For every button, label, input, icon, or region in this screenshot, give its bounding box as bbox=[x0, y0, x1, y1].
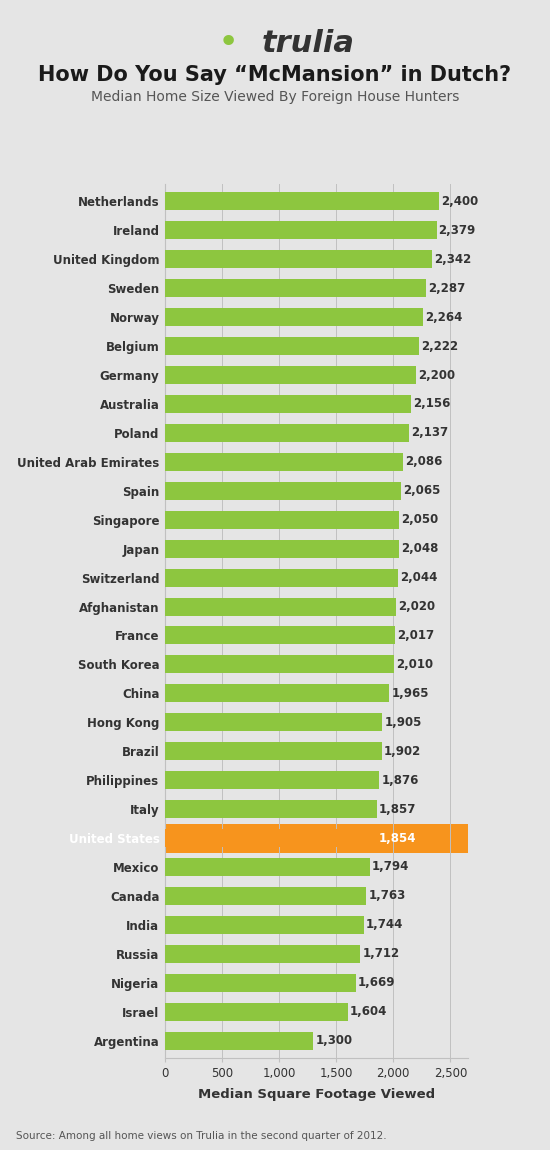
Bar bbox=[165, 279, 426, 297]
Bar bbox=[165, 772, 379, 789]
Bar bbox=[165, 915, 364, 934]
Text: •: • bbox=[218, 25, 239, 60]
Bar bbox=[165, 1032, 314, 1050]
Bar bbox=[165, 742, 382, 760]
Bar bbox=[165, 1003, 348, 1021]
Text: 2,200: 2,200 bbox=[418, 368, 455, 382]
Text: 1,669: 1,669 bbox=[358, 976, 395, 989]
Text: Median Home Size Viewed By Foreign House Hunters: Median Home Size Viewed By Foreign House… bbox=[91, 90, 459, 104]
Text: 2,048: 2,048 bbox=[401, 542, 438, 555]
Text: 2,137: 2,137 bbox=[411, 427, 448, 439]
Bar bbox=[165, 424, 409, 442]
Text: 1,300: 1,300 bbox=[316, 1034, 353, 1048]
Bar bbox=[165, 656, 394, 674]
Text: 1,902: 1,902 bbox=[384, 745, 421, 758]
Bar bbox=[165, 627, 395, 644]
Text: How Do You Say “McMansion” in Dutch?: How Do You Say “McMansion” in Dutch? bbox=[39, 64, 512, 85]
Bar bbox=[0, 823, 165, 852]
Text: 1,965: 1,965 bbox=[392, 687, 429, 700]
Bar bbox=[165, 394, 411, 413]
Text: 2,020: 2,020 bbox=[398, 600, 434, 613]
Bar bbox=[165, 945, 360, 963]
Bar bbox=[165, 221, 437, 239]
Text: 2,400: 2,400 bbox=[441, 194, 478, 208]
Text: 2,342: 2,342 bbox=[434, 253, 472, 266]
Bar bbox=[165, 539, 399, 558]
Text: 2,287: 2,287 bbox=[428, 282, 465, 294]
Text: 2,065: 2,065 bbox=[403, 484, 440, 497]
Bar bbox=[165, 684, 389, 703]
Text: 1,744: 1,744 bbox=[366, 919, 404, 932]
Text: 1,604: 1,604 bbox=[350, 1005, 388, 1018]
Bar bbox=[165, 858, 370, 876]
Bar bbox=[165, 887, 366, 905]
Bar bbox=[165, 800, 377, 818]
Text: 1,763: 1,763 bbox=[368, 889, 405, 903]
Text: 2,086: 2,086 bbox=[405, 455, 443, 468]
Text: 2,017: 2,017 bbox=[397, 629, 434, 642]
Bar bbox=[165, 308, 424, 327]
Text: 2,050: 2,050 bbox=[401, 513, 438, 527]
Text: trulia: trulia bbox=[261, 29, 355, 59]
Text: 2,264: 2,264 bbox=[426, 310, 463, 323]
Text: 1,794: 1,794 bbox=[372, 860, 409, 874]
Bar bbox=[165, 823, 550, 852]
Bar bbox=[165, 366, 416, 384]
Bar bbox=[165, 482, 401, 500]
Text: 2,379: 2,379 bbox=[438, 224, 476, 237]
Text: 2,044: 2,044 bbox=[400, 572, 438, 584]
Bar bbox=[165, 568, 398, 586]
Bar bbox=[165, 598, 395, 615]
Bar bbox=[165, 511, 399, 529]
Bar bbox=[165, 829, 377, 848]
Text: 2,156: 2,156 bbox=[413, 398, 450, 411]
Bar bbox=[165, 192, 439, 210]
Text: Source: Among all home views on Trulia in the second quarter of 2012.: Source: Among all home views on Trulia i… bbox=[16, 1130, 387, 1141]
Bar bbox=[165, 713, 382, 731]
Text: 1,712: 1,712 bbox=[362, 948, 400, 960]
Text: 2,010: 2,010 bbox=[397, 658, 433, 670]
Text: 1,854: 1,854 bbox=[379, 831, 416, 844]
X-axis label: Median Square Footage Viewed: Median Square Footage Viewed bbox=[197, 1088, 435, 1102]
Text: 1,857: 1,857 bbox=[379, 803, 416, 815]
Bar bbox=[165, 974, 355, 991]
Bar bbox=[165, 251, 432, 268]
Text: 1,905: 1,905 bbox=[384, 715, 422, 729]
Bar bbox=[165, 453, 403, 470]
Text: 1,876: 1,876 bbox=[381, 774, 419, 787]
Bar bbox=[165, 337, 419, 355]
Text: 2,222: 2,222 bbox=[421, 339, 458, 353]
